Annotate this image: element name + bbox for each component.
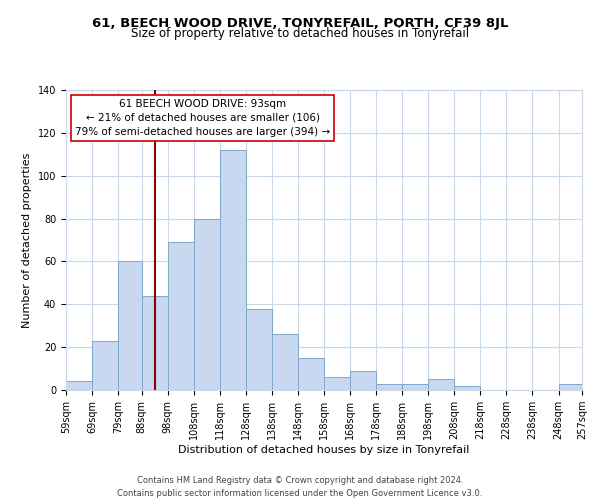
Bar bbox=[92, 340, 118, 390]
Bar bbox=[194, 218, 220, 390]
Text: Contains HM Land Registry data © Crown copyright and database right 2024.
Contai: Contains HM Land Registry data © Crown c… bbox=[118, 476, 482, 498]
Bar bbox=[559, 384, 582, 390]
Bar bbox=[246, 308, 272, 390]
Bar bbox=[402, 384, 428, 390]
Bar bbox=[142, 296, 167, 390]
Text: 61 BEECH WOOD DRIVE: 93sqm
← 21% of detached houses are smaller (106)
79% of sem: 61 BEECH WOOD DRIVE: 93sqm ← 21% of deta… bbox=[75, 99, 331, 137]
Bar bbox=[220, 150, 246, 390]
Bar bbox=[350, 370, 376, 390]
Bar bbox=[428, 380, 454, 390]
Text: Size of property relative to detached houses in Tonyrefail: Size of property relative to detached ho… bbox=[131, 28, 469, 40]
Bar bbox=[324, 377, 350, 390]
Text: 61, BEECH WOOD DRIVE, TONYREFAIL, PORTH, CF39 8JL: 61, BEECH WOOD DRIVE, TONYREFAIL, PORTH,… bbox=[92, 18, 508, 30]
Bar bbox=[118, 262, 142, 390]
Bar bbox=[298, 358, 324, 390]
Bar bbox=[454, 386, 481, 390]
Bar bbox=[167, 242, 194, 390]
Bar bbox=[272, 334, 298, 390]
Bar bbox=[376, 384, 402, 390]
Bar bbox=[66, 382, 92, 390]
X-axis label: Distribution of detached houses by size in Tonyrefail: Distribution of detached houses by size … bbox=[178, 445, 470, 455]
Y-axis label: Number of detached properties: Number of detached properties bbox=[22, 152, 32, 328]
